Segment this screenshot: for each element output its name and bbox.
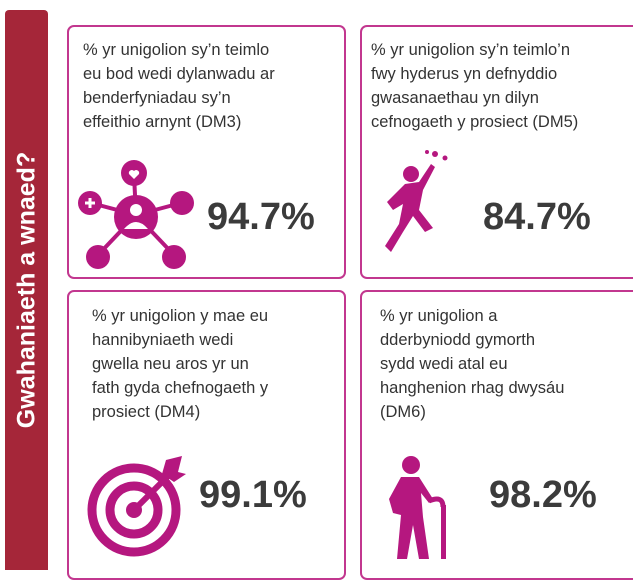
card-text: % yr unigolion y mae eu hannibyniaeth wed… <box>92 304 268 424</box>
text-line: sydd wedi atal eu <box>380 355 508 373</box>
text-line: % yr unigolion a <box>380 307 498 325</box>
text-line: benderfyniadau sy’n <box>83 89 231 107</box>
text-line: % yr unigolion y mae eu <box>92 307 269 325</box>
text-line: fwy hyderus yn defnyddio <box>371 65 558 83</box>
page: Gwahaniaeth a wnaed? % yr unigolion sy’n… <box>5 10 633 580</box>
percentage: 84.7% <box>483 196 591 238</box>
sidebar-title: Gwahaniaeth a wnaed? <box>12 151 40 429</box>
percentage: 99.1% <box>199 474 307 516</box>
card <box>67 290 346 580</box>
elderly-person-icon <box>389 456 446 559</box>
text-line: gwasanaethau yn dilyn <box>371 89 539 107</box>
text-line: % yr unigolion sy’n teimlo’n <box>371 41 571 59</box>
target-icon <box>87 456 186 557</box>
text-line: (DM6) <box>380 403 426 421</box>
text-line: dderbyniodd gymorth <box>380 331 536 349</box>
text-line: gwella neu aros yr un <box>92 355 249 373</box>
text-line: effeithio arnynt (DM3) <box>83 113 242 131</box>
network-icon <box>78 160 194 269</box>
text-line: cefnogaeth y prosiect (DM5) <box>371 113 579 131</box>
card-text: % yr unigolion sy’n teimlo’n fwy hyderus … <box>371 38 578 134</box>
percentage: 94.7% <box>207 196 315 238</box>
text-line: prosiect (DM4) <box>92 403 201 421</box>
percentage: 98.2% <box>489 474 597 516</box>
text-line: % yr unigolion sy’n teimlo <box>83 41 270 59</box>
jumping-person-icon <box>385 150 448 252</box>
text-line: hanghenion rhag dwysáu <box>380 379 565 397</box>
card-text: % yr unigolion a dderbyniodd gymorth sydd … <box>380 304 564 424</box>
card-text: % yr unigolion sy’n teimlo eu bod wedi dy… <box>83 38 275 134</box>
text-line: fath gyda chefnogaeth y <box>92 379 269 397</box>
card <box>360 25 633 279</box>
text-line: eu bod wedi dylanwadu ar <box>83 65 275 83</box>
sidebar: Gwahaniaeth a wnaed? <box>5 10 48 570</box>
text-line: hannibyniaeth wedi <box>92 331 234 349</box>
